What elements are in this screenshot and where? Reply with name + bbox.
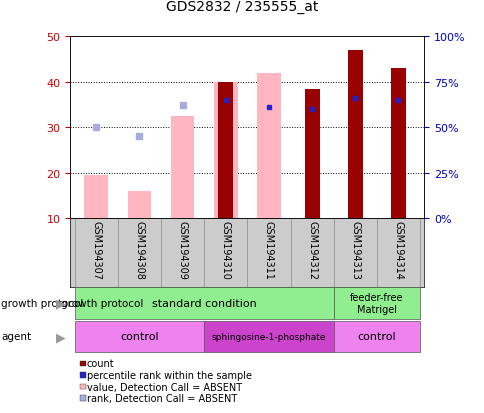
Bar	[127, 192, 151, 219]
Text: GSM194309: GSM194309	[177, 221, 187, 280]
Bar	[347, 51, 362, 219]
Text: GSM194313: GSM194313	[349, 221, 360, 280]
FancyBboxPatch shape	[204, 321, 333, 352]
Bar	[218, 83, 233, 219]
Text: sphingosine-1-phosphate: sphingosine-1-phosphate	[211, 332, 326, 341]
Bar	[170, 117, 194, 219]
Text: control: control	[120, 332, 158, 342]
Text: GSM194311: GSM194311	[263, 221, 273, 280]
Text: GSM194314: GSM194314	[393, 221, 403, 280]
Text: growth protocol: growth protocol	[60, 299, 143, 309]
Text: count: count	[86, 358, 114, 368]
FancyBboxPatch shape	[75, 321, 204, 352]
Text: GSM194308: GSM194308	[134, 221, 144, 280]
Text: value, Detection Call = ABSENT: value, Detection Call = ABSENT	[86, 382, 241, 392]
Text: growth protocol: growth protocol	[1, 299, 83, 309]
Text: ▶: ▶	[56, 297, 65, 310]
Text: ▶: ▶	[56, 330, 65, 343]
Bar	[213, 83, 237, 219]
Text: GDS2832 / 235555_at: GDS2832 / 235555_at	[166, 0, 318, 14]
FancyBboxPatch shape	[75, 288, 333, 319]
FancyBboxPatch shape	[333, 321, 419, 352]
Text: feeder-free
Matrigel: feeder-free Matrigel	[349, 292, 403, 315]
Text: GSM194307: GSM194307	[91, 221, 101, 280]
Text: GSM194312: GSM194312	[306, 221, 317, 280]
Bar	[84, 176, 108, 219]
Text: standard condition: standard condition	[151, 299, 256, 309]
Bar	[390, 69, 405, 219]
Bar	[304, 90, 319, 219]
Text: GSM194310: GSM194310	[220, 221, 230, 280]
Text: agent: agent	[1, 332, 31, 342]
FancyBboxPatch shape	[333, 288, 419, 319]
Text: percentile rank within the sample: percentile rank within the sample	[86, 370, 251, 380]
Text: rank, Detection Call = ABSENT: rank, Detection Call = ABSENT	[86, 393, 236, 403]
Text: control: control	[357, 332, 395, 342]
Bar	[257, 74, 280, 219]
